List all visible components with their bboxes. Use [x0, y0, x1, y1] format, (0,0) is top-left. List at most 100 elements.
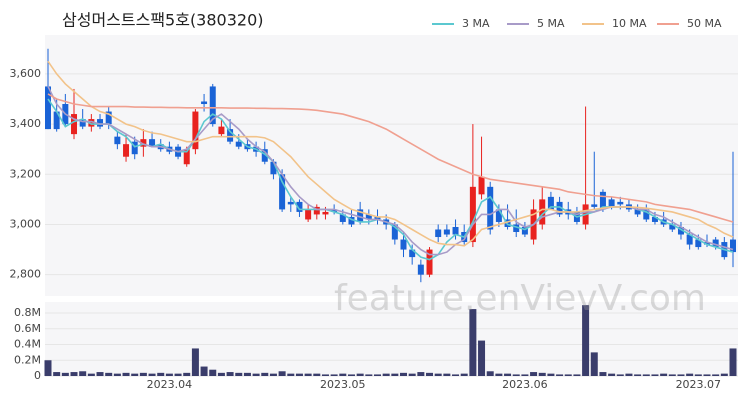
volume-bar [287, 373, 295, 376]
volume-bar [157, 372, 165, 376]
volume-bar [105, 372, 113, 376]
candle-body [513, 224, 520, 233]
volume-bar [712, 374, 720, 376]
volume-bar [382, 373, 390, 376]
x-tick-label: 2023.06 [502, 378, 548, 391]
volume-bar [495, 373, 503, 376]
candle-body [643, 209, 650, 220]
candle-body [131, 141, 138, 155]
candle-body [235, 141, 242, 147]
volume-bar [625, 373, 633, 376]
volume-bar [582, 305, 590, 376]
legend-label: 50 MA [687, 17, 722, 30]
volume-bar [321, 374, 329, 376]
volume-bar [400, 372, 408, 376]
y-tick-label: 0.4M [14, 338, 41, 351]
y-tick-label: 3,400 [10, 117, 42, 130]
candle-body [183, 149, 190, 165]
candle-body [487, 186, 494, 230]
volume-bar [87, 373, 95, 376]
candle-body [201, 101, 208, 105]
candle-body [322, 211, 329, 215]
y-tick-label: 0.2M [14, 353, 41, 366]
volume-panel [45, 302, 738, 376]
candle-body [227, 129, 234, 142]
volume-bar [686, 373, 694, 376]
volume-bar [200, 366, 208, 376]
volume-bar [434, 373, 442, 376]
candle-body [88, 119, 95, 127]
volume-bar [408, 373, 416, 376]
candle-body [695, 239, 702, 248]
volume-bar [608, 373, 616, 376]
volume-bar [373, 374, 381, 376]
volume-bar [278, 371, 286, 376]
volume-bar [261, 372, 269, 376]
candle-body [495, 209, 502, 222]
volume-bar [417, 372, 425, 376]
candle-body [452, 226, 459, 235]
volume-bar [443, 373, 451, 376]
candle-body [365, 214, 372, 220]
candle-body [391, 224, 398, 240]
volume-bar [243, 372, 251, 376]
volume-bar [148, 373, 156, 376]
volume-bar [96, 372, 104, 376]
candle-body [426, 249, 433, 275]
ma-line [47, 93, 734, 223]
legend-label: 5 MA [537, 17, 565, 30]
volume-bar [538, 372, 546, 376]
candle-body [634, 209, 641, 215]
volume-bar [426, 372, 434, 376]
candle-body [357, 209, 364, 222]
volume-bar [295, 373, 303, 376]
y-tick-label: 0 [34, 369, 41, 382]
candle-body [478, 176, 485, 195]
candle-body [409, 249, 416, 258]
candle-body [140, 139, 147, 147]
candle-body [270, 161, 277, 175]
volume-bar [694, 374, 702, 376]
watermark: feature.enVievV.com [334, 278, 706, 319]
candle-body [279, 174, 286, 210]
candle-body [703, 242, 710, 245]
candle-body [209, 86, 216, 125]
volume-bar [304, 373, 312, 376]
candle-body [53, 111, 60, 130]
candle-body [261, 149, 268, 162]
price-panel [45, 35, 738, 296]
volume-bar [53, 372, 61, 376]
volume-bar [191, 348, 199, 376]
y-tick-label: 2,800 [10, 268, 42, 281]
volume-bar [452, 374, 460, 376]
candle-body [677, 226, 684, 235]
volume-bar [564, 374, 572, 376]
candle-body [539, 199, 546, 225]
volume-bar [530, 372, 538, 376]
y-tick-label: 3,200 [10, 167, 42, 180]
x-tick-label: 2023.05 [320, 378, 366, 391]
volume-bar [183, 372, 191, 376]
volume-bar [556, 374, 564, 376]
y-tick-label: 0.6M [14, 322, 41, 335]
volume-bar [651, 374, 659, 376]
volume-bar [573, 374, 581, 376]
candle-body [331, 209, 338, 212]
volume-bar [122, 372, 130, 376]
volume-bar [209, 369, 217, 376]
volume-bar [547, 373, 555, 376]
volume-bar [356, 373, 364, 376]
x-tick-label: 2023.04 [147, 378, 193, 391]
candle-body [730, 239, 736, 253]
volume-bar [729, 348, 737, 376]
candle-body [374, 216, 381, 220]
volume-bar [469, 309, 477, 376]
candle-body [105, 111, 112, 125]
candle-body [435, 229, 442, 238]
volume-bar [339, 373, 347, 376]
volume-bar [478, 340, 486, 376]
volume-bar [504, 373, 512, 376]
volume-bar [365, 374, 373, 376]
candle-body [521, 226, 528, 235]
